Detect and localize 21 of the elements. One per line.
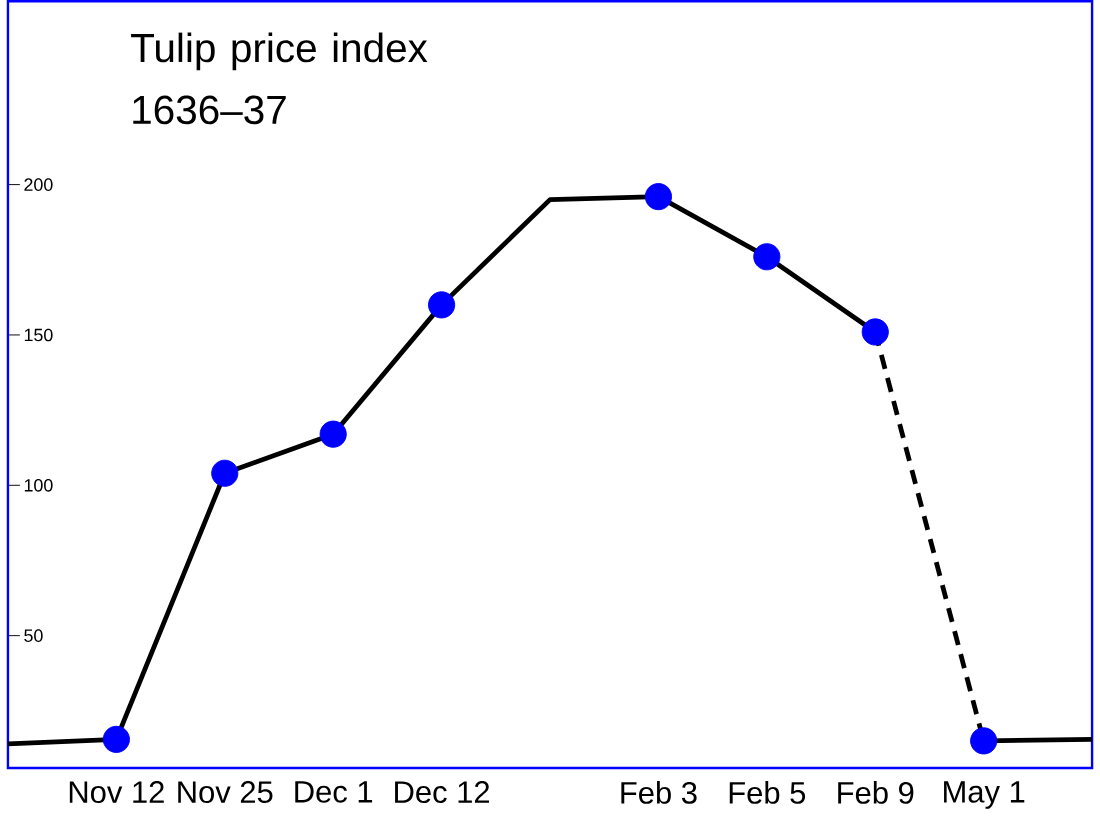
x-tick-label: Nov 12	[69, 781, 164, 804]
y-tick-label: 150	[24, 328, 53, 342]
x-tick-label: Feb 5	[729, 781, 806, 804]
y-tick-label: 200	[24, 178, 53, 192]
point	[970, 727, 998, 755]
point	[102, 725, 130, 754]
x-tick-label: Dec 1	[295, 781, 373, 803]
text: Tulip price index 1636–37	[131, 32, 428, 125]
x-tick-label: Nov 25	[178, 781, 273, 804]
point	[753, 243, 781, 271]
y-tick-label: 50	[24, 629, 43, 643]
x-tick-label: Feb 3	[621, 781, 697, 804]
x-tick-label: Dec 12	[395, 781, 490, 804]
point	[319, 420, 347, 448]
x-tick-label: May 1	[944, 781, 1025, 809]
point	[211, 459, 239, 487]
point	[861, 318, 889, 346]
point	[644, 183, 672, 211]
x-tick-label: Feb 9	[838, 781, 914, 804]
y-tick-label: 100	[24, 479, 53, 492]
point	[428, 291, 456, 319]
